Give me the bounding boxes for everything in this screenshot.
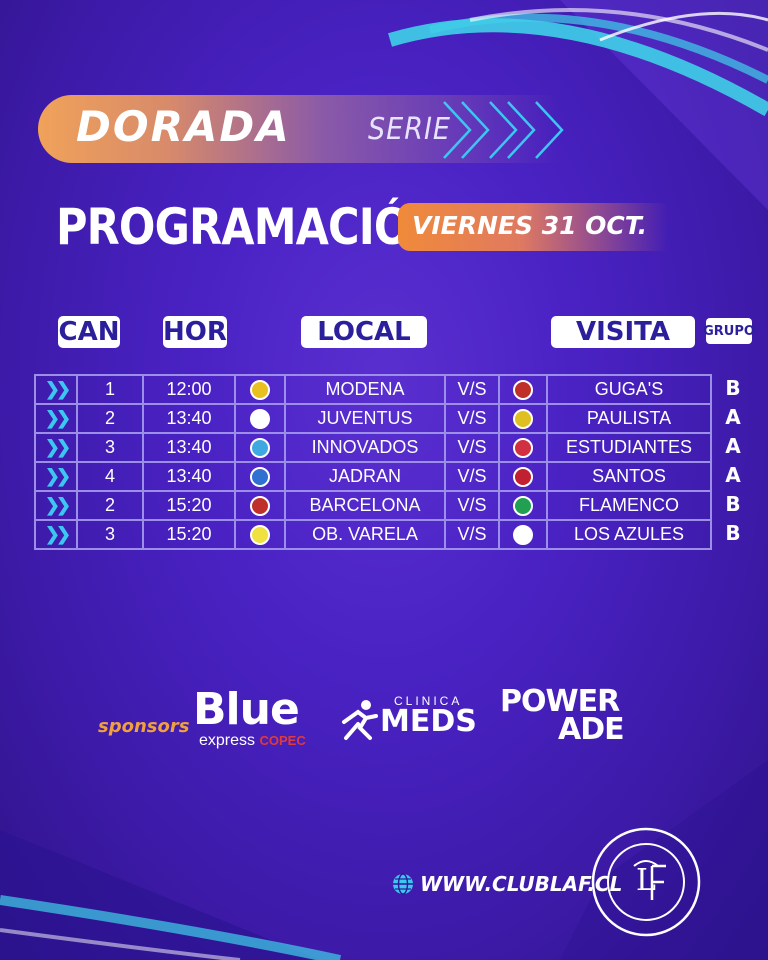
clinica-meds-logo: CLINICA MEDS xyxy=(336,694,477,744)
blue-logo-text: Blue xyxy=(193,684,300,735)
row-chevron-icon: ❯❯ xyxy=(34,519,78,550)
hora-cell: 12:00 xyxy=(142,374,236,405)
local-team-cell: MODENA xyxy=(284,374,446,405)
local-logo-icon xyxy=(234,403,286,434)
website-link[interactable]: WWW.CLUBLAF.CL xyxy=(420,872,623,896)
row-chevron-icon: ❯❯ xyxy=(34,432,78,463)
grupo-value: B xyxy=(725,521,741,545)
local-logo-icon xyxy=(234,374,286,405)
row-chevron-icon: ❯❯ xyxy=(34,461,78,492)
match-row: ❯❯ 2 15:20 BARCELONA V/S FLAMENCO xyxy=(34,490,712,521)
cancha-cell: 1 xyxy=(76,374,144,405)
copec-text: COPEC xyxy=(259,733,306,748)
local-logo-icon xyxy=(234,461,286,492)
page-title: PROGRAMACIÓN xyxy=(56,198,446,256)
cancha-cell: 2 xyxy=(76,490,144,521)
visita-team-cell: LOS AZULES xyxy=(546,519,712,550)
column-header-visita: VISITA xyxy=(551,316,695,348)
vs-cell: V/S xyxy=(444,403,500,434)
meds-top-text: CLINICA xyxy=(394,694,463,708)
visita-team-cell: SANTOS xyxy=(546,461,712,492)
club-laf-seal-icon: L xyxy=(591,827,701,937)
grupo-value: A xyxy=(725,463,741,487)
column-header-local: LOCAL xyxy=(301,316,427,348)
match-row: ❯❯ 2 13:40 JUVENTUS V/S PAULISTA xyxy=(34,403,712,434)
hora-cell: 15:20 xyxy=(142,519,236,550)
row-chevron-icon: ❯❯ xyxy=(34,490,78,521)
visita-logo-icon xyxy=(498,461,548,492)
vs-cell: V/S xyxy=(444,432,500,463)
visita-logo-icon xyxy=(498,374,548,405)
local-logo-icon xyxy=(234,432,286,463)
grupo-value: B xyxy=(725,492,741,516)
grupo-value: B xyxy=(725,376,741,400)
hora-cell: 13:40 xyxy=(142,432,236,463)
visita-logo-icon xyxy=(498,432,548,463)
date-banner xyxy=(398,203,668,251)
column-header-hor: HOR xyxy=(163,316,227,348)
match-row: ❯❯ 1 12:00 MODENA V/S GUGA'S xyxy=(34,374,712,405)
grupo-value: A xyxy=(725,434,741,458)
cancha-cell: 3 xyxy=(76,432,144,463)
cancha-cell: 4 xyxy=(76,461,144,492)
sponsors-label: sponsors xyxy=(98,716,190,737)
hora-cell: 15:20 xyxy=(142,490,236,521)
visita-logo-icon xyxy=(498,519,548,550)
blue-express-logo: Blue express COPEC xyxy=(193,684,306,749)
meds-main-text: MEDS xyxy=(380,704,477,739)
cancha-cell: 3 xyxy=(76,519,144,550)
match-row: ❯❯ 3 13:40 INNOVADOS V/S ESTUDIANTES xyxy=(34,432,712,463)
visita-team-cell: PAULISTA xyxy=(546,403,712,434)
cancha-cell: 2 xyxy=(76,403,144,434)
local-team-cell: INNOVADOS xyxy=(284,432,446,463)
vs-cell: V/S xyxy=(444,461,500,492)
serie-name: DORADA xyxy=(76,102,291,151)
powerade-logo: POWER ADE xyxy=(500,684,625,747)
powerade-line2: ADE xyxy=(558,712,625,747)
vs-cell: V/S xyxy=(444,519,500,550)
vs-cell: V/S xyxy=(444,374,500,405)
match-row: ❯❯ 4 13:40 JADRAN V/S SANTOS xyxy=(34,461,712,492)
column-header-can: CAN xyxy=(58,316,120,348)
visita-logo-icon xyxy=(498,490,548,521)
local-logo-icon xyxy=(234,519,286,550)
visita-team-cell: FLAMENCO xyxy=(546,490,712,521)
vs-cell: V/S xyxy=(444,490,500,521)
runner-icon xyxy=(342,700,378,740)
local-logo-icon xyxy=(234,490,286,521)
grupo-value: A xyxy=(725,405,741,429)
globe-icon xyxy=(393,873,413,895)
row-chevron-icon: ❯❯ xyxy=(34,403,78,434)
column-header-grupo: GRUPO xyxy=(703,318,755,344)
local-team-cell: JADRAN xyxy=(284,461,446,492)
local-team-cell: JUVENTUS xyxy=(284,403,446,434)
row-chevron-icon: ❯❯ xyxy=(34,374,78,405)
powerade-line1: POWER xyxy=(500,684,620,719)
visita-team-cell: ESTUDIANTES xyxy=(546,432,712,463)
hora-cell: 13:40 xyxy=(142,461,236,492)
schedule-table: ❯❯ 1 12:00 MODENA V/S GUGA'S ❯❯ 2 13:40 JUVENTUS V… xyxy=(34,374,712,550)
serie-label: SERIE xyxy=(368,112,451,147)
match-row: ❯❯ 3 15:20 OB. VARELA V/S LOS AZULES xyxy=(34,519,712,550)
match-date: VIERNES 31 OCT. xyxy=(412,211,648,240)
visita-logo-icon xyxy=(498,403,548,434)
blue-logo-subtext: express COPEC xyxy=(199,732,306,749)
local-team-cell: BARCELONA xyxy=(284,490,446,521)
visita-team-cell: GUGA'S xyxy=(546,374,712,405)
local-team-cell: OB. VARELA xyxy=(284,519,446,550)
hora-cell: 13:40 xyxy=(142,403,236,434)
